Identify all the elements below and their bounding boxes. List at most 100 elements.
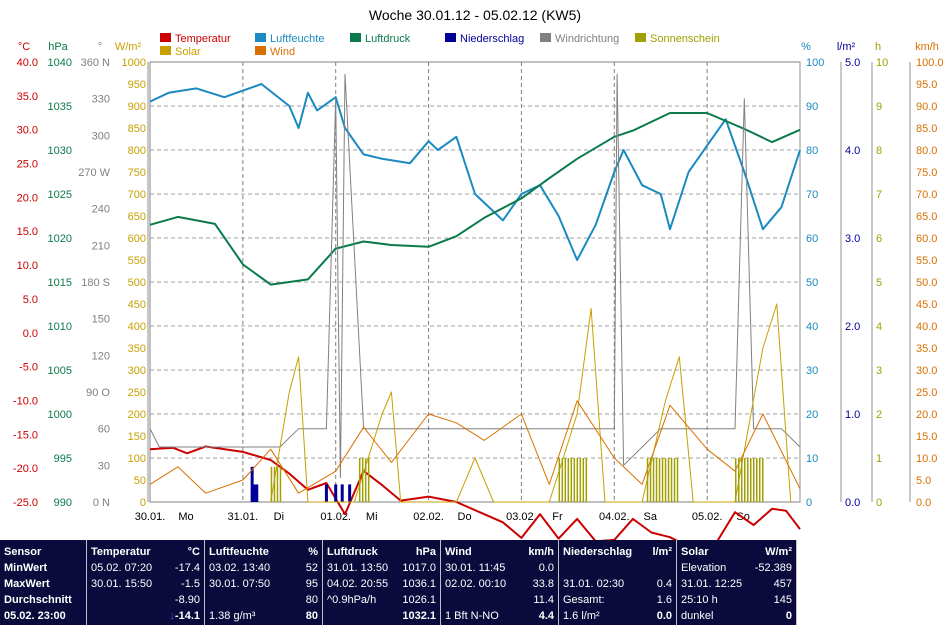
pressure-axis-tick: 995: [54, 453, 72, 465]
x-date-label: 05.02.: [692, 511, 723, 523]
sun-axis-tick: 1: [876, 453, 882, 465]
solar-state: dunkel: [681, 610, 714, 622]
current-time: 05.02. 23:00: [4, 610, 66, 622]
stats-table: Sensor MinWert MaxWert Durchschnitt 05.0…: [0, 540, 797, 625]
solar-axis-tick: 200: [128, 409, 146, 421]
solar-axis-tick: 650: [128, 211, 146, 223]
pressure-axis-tick: 1000: [48, 409, 72, 421]
sunshine-bar: [753, 458, 755, 502]
legend-swatch: [160, 46, 171, 55]
solar-axis-tick: 250: [128, 387, 146, 399]
col-niederschlag: Niederschlag l/m² 31.01. 02:30 0.4 Gesamt:…: [559, 540, 677, 625]
sunshine-bar: [273, 466, 276, 502]
solar-axis-tick: 500: [128, 277, 146, 289]
temp-axis-tick: 20.0: [17, 192, 38, 204]
rain-bar: [324, 484, 328, 502]
hum-current: 80: [305, 610, 318, 622]
sunshine-bar: [658, 458, 661, 502]
wind-axis-tick: 100.0: [916, 57, 944, 69]
humidity-axis-tick: 10: [806, 453, 818, 465]
legend-label: Windrichtung: [555, 33, 619, 45]
col-temperatur: Temperatur °C 05.02. 07:20 -17.4 30.01. 15…: [87, 540, 205, 625]
wind-current: 4.4: [538, 610, 554, 622]
direction-axis-tick: 270 W: [78, 167, 110, 179]
sunshine-bar: [762, 458, 764, 502]
series-line-luftfeuchte: [149, 83, 801, 261]
sunshine-bar: [756, 458, 758, 502]
solar-axis-tick: 50: [134, 475, 146, 487]
legend-label: Solar: [175, 46, 201, 58]
wind-axis-tick: 95.0: [916, 79, 937, 91]
sunshine-bar: [667, 458, 670, 502]
press-max-val: 1036.1: [402, 578, 436, 590]
sunshine-bar: [655, 458, 658, 502]
humidity-axis-tick: 30: [806, 365, 818, 377]
temp-axis-tick: -10.0: [13, 395, 38, 407]
legend-swatch: [160, 33, 171, 42]
series-line-wind: [149, 400, 801, 494]
sunshine-bar: [750, 458, 752, 502]
sunshine-bar: [741, 458, 743, 502]
sunshine-bar: [579, 458, 582, 502]
solar-axis-tick: 300: [128, 365, 146, 377]
temp-axis-unit: °C: [18, 41, 30, 53]
sunshine-bar: [570, 458, 573, 502]
temp-unit: °C: [187, 546, 200, 558]
pressure-axis-tick: 1015: [48, 277, 72, 289]
pressure-axis-tick: 1010: [48, 321, 72, 333]
sunshine-bar: [576, 458, 579, 502]
rain-axis-tick: 2.0: [845, 321, 860, 333]
sunshine-bar: [279, 466, 282, 502]
wind-max-time: 02.02. 00:10: [445, 578, 507, 590]
solar-axis-tick: 450: [128, 299, 146, 311]
direction-axis-tick: 90 O: [86, 387, 110, 399]
wind-axis-tick: 30.0: [916, 365, 937, 377]
sunshine-bar: [364, 458, 367, 502]
pressure-axis-tick: 990: [54, 497, 72, 509]
hum-min-val: 52: [305, 562, 318, 574]
wind-min-val: 0.0: [538, 562, 554, 574]
trend-down-icon: ↓: [169, 610, 175, 622]
sunshine-bar: [367, 458, 370, 502]
sunshine-bar: [673, 458, 676, 502]
legend-label: Luftdruck: [365, 33, 411, 45]
wind-dir: 1 Bft N-NO: [445, 610, 499, 622]
hum-max-time: 30.01. 07:50: [209, 578, 271, 590]
direction-axis-unit: °: [98, 41, 102, 53]
solar-elev-label: Elevation: [681, 562, 727, 574]
legend-swatch: [635, 33, 646, 42]
x-date-label: 01.02.: [320, 511, 351, 523]
direction-axis-tick: 150: [92, 314, 110, 326]
legend-swatch: [540, 33, 551, 42]
temp-axis-tick: 35.0: [17, 91, 38, 103]
x-weekday-label: Sa: [644, 511, 658, 523]
solar-axis-tick: 800: [128, 145, 146, 157]
temp-min-val: -17.4: [174, 562, 200, 574]
rain-bar: [255, 484, 259, 502]
temp-axis-tick: 25.0: [17, 159, 38, 171]
temp-axis-tick: 40.0: [17, 57, 38, 69]
temp-axis-tick: 5.0: [23, 294, 38, 306]
wind-axis-tick: 40.0: [916, 321, 937, 333]
hum-abs: 1.38 g/m³: [209, 610, 256, 622]
direction-axis-tick: 0 N: [93, 497, 110, 509]
solar-axis-tick: 900: [128, 101, 146, 113]
wind-unit: km/h: [528, 546, 554, 558]
x-date-label: 02.02.: [413, 511, 444, 523]
pressure-axis-tick: 1005: [48, 365, 72, 377]
sun-axis-tick: 8: [876, 145, 882, 157]
temp-max-time: 30.01. 15:50: [91, 578, 153, 590]
solar-current: 0: [785, 610, 792, 622]
press-max-time: 04.02. 20:55: [327, 578, 389, 590]
press-unit: hPa: [415, 546, 436, 558]
rain-max-val: 0.4: [656, 578, 672, 590]
solar-max-val: 457: [773, 578, 792, 590]
hum-avg: 80: [305, 594, 318, 606]
rain-current: 0.0: [656, 610, 672, 622]
humidity-axis-tick: 40: [806, 321, 818, 333]
sunshine-bar: [564, 458, 567, 502]
wind-axis-tick: 10.0: [916, 453, 937, 465]
direction-axis-tick: 120: [92, 350, 110, 362]
wind-axis-tick: 60.0: [916, 233, 937, 245]
sunshine-bar: [585, 458, 588, 502]
